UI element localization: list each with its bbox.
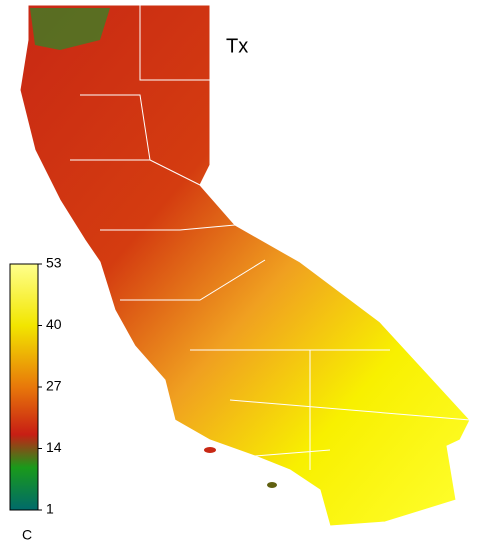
california — [19, 4, 471, 527]
forest — [30, 8, 110, 50]
island — [204, 447, 216, 453]
island — [267, 482, 277, 488]
colorbar-unit: C — [22, 527, 32, 543]
county-lines — [70, 5, 471, 470]
colorbar-tick-label: 1 — [46, 501, 54, 517]
colorbar-tick-label: 53 — [46, 255, 62, 271]
colorbar — [9, 263, 39, 511]
map-title: Tx — [226, 35, 248, 57]
colorbar-tick-label: 14 — [46, 439, 62, 455]
colorbar-tick-label: 40 — [46, 316, 62, 332]
colorbar-tick-label: 27 — [46, 378, 62, 394]
